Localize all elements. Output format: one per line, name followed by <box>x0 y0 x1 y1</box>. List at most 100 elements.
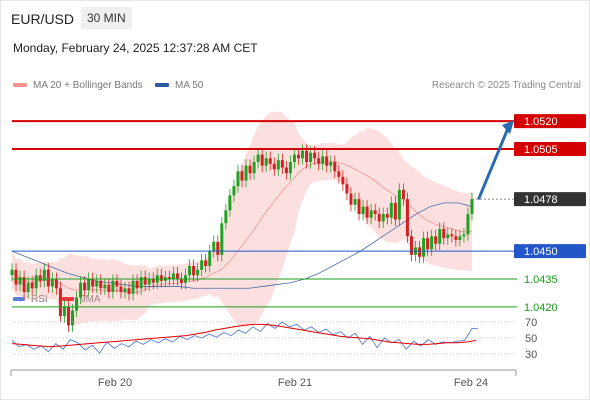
candle <box>325 149 329 173</box>
candle-body <box>34 275 38 289</box>
candle-body <box>301 150 305 159</box>
candle <box>434 229 438 251</box>
level-label-current: 1.0478 <box>524 194 558 206</box>
candle-body <box>389 202 393 218</box>
candle-body <box>438 228 442 244</box>
candle-body <box>87 279 91 291</box>
legend-rsi: RSI <box>13 294 48 305</box>
candle-body <box>236 171 240 187</box>
candle <box>438 222 442 251</box>
candle-body <box>79 282 83 298</box>
candle-body <box>103 284 107 289</box>
candle-body <box>188 266 192 276</box>
candle <box>192 259 196 282</box>
candle <box>46 263 50 293</box>
candle <box>111 274 115 299</box>
candle <box>288 155 292 180</box>
candle-body <box>216 241 220 255</box>
candle-body <box>357 199 361 214</box>
time-axis-label: Feb 21 <box>278 377 312 389</box>
candle <box>361 200 365 221</box>
candle-body <box>159 275 163 281</box>
candle <box>373 203 377 221</box>
candle-body <box>30 282 34 289</box>
candle-body <box>240 171 244 181</box>
candle-body <box>42 269 46 281</box>
candle-body <box>264 158 268 166</box>
candle <box>268 151 272 171</box>
candle <box>135 274 139 295</box>
candle-body <box>139 277 143 289</box>
candle-body <box>341 176 345 185</box>
candle-body <box>418 247 422 257</box>
candle <box>389 196 393 225</box>
level-label-box <box>514 244 586 259</box>
projection-arrow-head <box>502 120 514 135</box>
candle <box>341 170 345 191</box>
symbol-label[interactable]: EUR/USD <box>11 11 75 27</box>
candle <box>75 291 79 318</box>
candle-body <box>450 234 454 237</box>
candle-body <box>66 306 70 326</box>
candle-body <box>430 236 434 250</box>
candle-body <box>272 163 276 170</box>
candle <box>409 229 413 262</box>
candle <box>377 207 381 228</box>
candle <box>260 148 264 173</box>
candle-body <box>22 277 26 292</box>
candle <box>450 227 454 243</box>
candle <box>466 207 470 241</box>
candle <box>405 192 409 243</box>
interval-selector[interactable]: 30 MIN <box>81 7 132 29</box>
candle <box>446 227 450 245</box>
candle-body <box>321 156 325 164</box>
candle <box>54 272 58 295</box>
time-axis-label: Feb 24 <box>454 377 488 389</box>
candle <box>42 263 46 288</box>
candle-body <box>58 288 62 317</box>
candle <box>175 266 179 286</box>
candle-body <box>313 152 317 159</box>
level-label-resistance: 1.0505 <box>524 144 558 156</box>
candle <box>171 266 175 286</box>
candle <box>224 203 228 230</box>
candle-body <box>91 279 95 287</box>
level-label-box <box>514 192 586 207</box>
candle <box>426 231 430 256</box>
candle-body <box>292 154 296 162</box>
candle <box>381 207 385 228</box>
projection-arrow <box>477 126 510 200</box>
candle <box>301 144 305 165</box>
candle-body <box>305 150 309 162</box>
candle-body <box>204 260 208 266</box>
candle-body <box>10 269 14 276</box>
candle-body <box>212 241 216 252</box>
candle-body <box>454 236 458 240</box>
legend-ma50: MA 50 <box>155 80 203 91</box>
candle-body <box>71 310 75 326</box>
candle <box>256 148 260 169</box>
candle <box>397 183 401 227</box>
candle-body <box>422 238 426 257</box>
candle-body <box>381 214 385 222</box>
candle-body <box>107 284 111 292</box>
candle <box>454 229 458 247</box>
candle-body <box>248 165 252 174</box>
candle <box>321 149 325 171</box>
candle <box>179 272 183 290</box>
candle <box>18 270 22 292</box>
legend-label-ma20: MA 20 + Bollinger Bands <box>33 80 143 91</box>
candle-body <box>393 202 397 220</box>
candle-body <box>192 266 196 276</box>
chart-header: EUR/USD 30 MIN <box>0 0 590 36</box>
candle-body <box>361 206 365 214</box>
candle <box>83 276 87 297</box>
candle <box>147 272 151 292</box>
candle-body <box>369 210 373 218</box>
candle-body <box>244 165 248 181</box>
candle <box>365 200 369 225</box>
candle <box>107 278 111 299</box>
timestamp: Monday, February 24, 2025 12:37:28 AM CE… <box>13 41 258 55</box>
candle-body <box>401 189 405 200</box>
